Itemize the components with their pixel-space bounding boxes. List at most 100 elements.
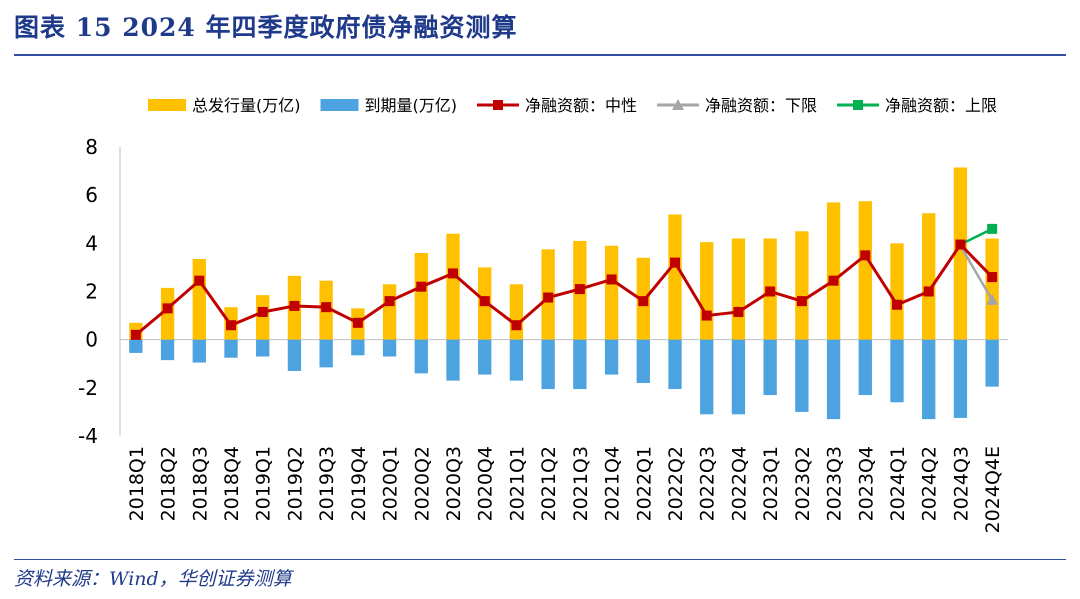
maturity-bar	[224, 339, 238, 358]
maturity-bar	[192, 339, 206, 363]
line-point	[384, 296, 395, 307]
line-point	[543, 292, 554, 303]
issuance-bar	[731, 238, 746, 340]
line-point	[321, 302, 332, 313]
x-tick-label: 2018Q2	[158, 446, 180, 521]
x-tick-label: 2019Q2	[284, 446, 306, 521]
maturity-bar	[541, 339, 555, 390]
maturity-bar	[478, 339, 492, 375]
y-tick-label: 8	[85, 135, 98, 159]
x-tick-label: 2020Q1	[380, 446, 402, 521]
x-tick-label: 2021Q4	[602, 446, 624, 521]
line-point	[701, 310, 712, 321]
maturity-bar	[129, 339, 143, 353]
x-tick-label: 2024Q1	[887, 446, 909, 521]
line-point	[892, 299, 902, 310]
net-financing-chart: 总发行量(万亿) 到期量(万亿) 净融资额：中性 净融资额：下限 净融资额：上限 -4-…	[78, 96, 1008, 533]
y-tick-label: 2	[85, 280, 98, 304]
maturity-bar	[160, 339, 175, 361]
legend-label: 净融资额：中性	[525, 96, 637, 115]
legend-label: 到期量(万亿)	[365, 96, 458, 115]
series-line	[959, 227, 993, 246]
x-tick-label: 2023Q4	[855, 446, 877, 521]
line-point	[194, 275, 205, 286]
maturity-bar	[668, 339, 682, 390]
maturity-bar	[573, 339, 587, 390]
line-point	[733, 306, 744, 317]
x-tick-label: 2020Q3	[443, 446, 465, 521]
issuance-bar	[604, 245, 619, 340]
figure-title: 图表 15 2024 年四季度政府债净融资测算	[14, 13, 518, 42]
legend-label: 总发行量(万亿)	[192, 96, 301, 115]
line-point	[765, 286, 776, 297]
x-tick-label: 2023Q2	[792, 446, 814, 521]
line-point	[511, 320, 522, 331]
x-tick-label: 2021Q1	[506, 446, 528, 521]
y-tick-label: 4	[85, 231, 98, 255]
issuance-bar	[953, 167, 968, 340]
y-tick-label: -2	[78, 376, 98, 400]
x-tick-label: 2022Q2	[665, 446, 687, 521]
issuance-bar	[414, 252, 428, 340]
line-point	[670, 257, 680, 268]
maturity-bar	[604, 339, 619, 375]
issuance-bar	[826, 202, 841, 340]
x-tick-label: 2022Q1	[633, 446, 655, 521]
issuance-bar	[382, 284, 397, 340]
line-point	[416, 281, 427, 292]
issuance-bar	[256, 295, 270, 340]
line-point	[352, 317, 363, 328]
maturity-bar	[351, 339, 365, 356]
legend-swatch	[320, 99, 359, 111]
line-point	[853, 100, 864, 110]
line-point	[130, 329, 141, 340]
x-tick-label: 2019Q4	[348, 446, 370, 521]
line-point	[860, 250, 871, 261]
maturity-bar	[700, 339, 714, 415]
maturity-bar	[319, 339, 333, 368]
line-point	[226, 320, 236, 331]
bars	[129, 167, 999, 420]
series-line	[959, 245, 994, 301]
line-point	[606, 274, 617, 285]
issuance-bar	[509, 284, 524, 340]
source-note: 资料来源：Wind，华创证券测算	[14, 568, 292, 590]
maturity-bar	[763, 339, 777, 396]
x-tick-label: 2024Q4E	[982, 446, 1004, 533]
x-tick-label: 2020Q4	[475, 446, 497, 521]
issuance-bar	[922, 213, 936, 340]
line-point	[828, 275, 839, 286]
maturity-bar	[382, 339, 397, 357]
x-tick-label: 2019Q1	[253, 446, 275, 521]
issuance-bar	[160, 287, 175, 340]
maturity-bar	[414, 339, 428, 374]
x-tick-label: 2020Q2	[411, 446, 433, 521]
line-point	[987, 223, 998, 234]
line-point	[289, 300, 300, 311]
issuance-bar	[795, 231, 809, 340]
tick-labels: -4 -2 0 2 4 6 8 2018Q1 2018Q2 2018Q3 2018Q4 2019Q1 2…	[78, 135, 1004, 533]
legend-label: 净融资额：上限	[885, 96, 997, 115]
title-rule	[14, 54, 1066, 56]
maturity-bar	[985, 339, 999, 387]
line-point	[923, 286, 934, 297]
maturity-bar	[795, 339, 809, 412]
maturity-bar	[256, 339, 270, 357]
x-tick-label: 2023Q3	[824, 446, 846, 521]
x-tick-label: 2022Q3	[697, 446, 719, 521]
maturity-bar	[826, 339, 841, 420]
line-point	[955, 239, 966, 250]
x-tick-label: 2019Q3	[316, 446, 338, 521]
issuance-bar	[192, 258, 206, 340]
maturity-bar	[858, 339, 872, 396]
issuance-bar	[890, 243, 904, 340]
y-tick-label: 6	[85, 183, 98, 207]
line-point	[672, 99, 685, 110]
maturity-bar	[731, 339, 746, 415]
x-tick-label: 2024Q3	[950, 446, 972, 521]
issuance-bar	[700, 242, 714, 340]
source-rule	[14, 559, 1066, 560]
line-point	[986, 293, 999, 305]
line-point	[796, 296, 807, 307]
y-tick-label: -4	[78, 424, 98, 448]
